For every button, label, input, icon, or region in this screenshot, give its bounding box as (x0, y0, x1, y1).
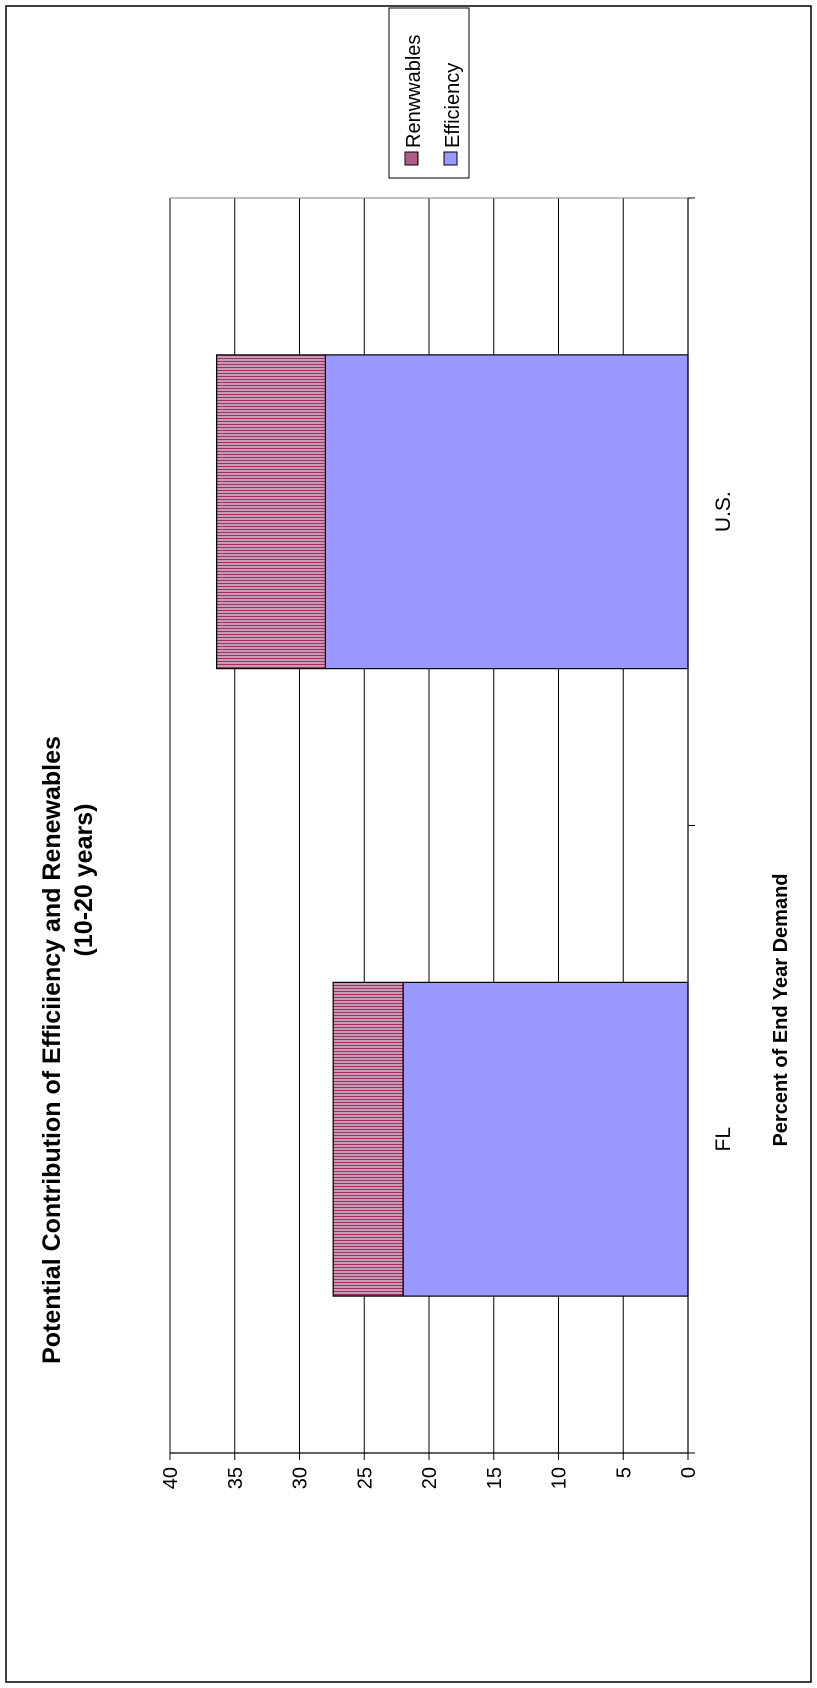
y-axis-label: Percent of End Year Demand (770, 873, 792, 1146)
y-tick-label-group: 20 (419, 1467, 441, 1489)
y-tick-label: 40 (160, 1467, 182, 1489)
y-tick-label: 30 (290, 1467, 312, 1489)
legend-label-efficiency: Efficiency (442, 63, 464, 148)
legend-label-renewables-group: Renwwables (403, 35, 425, 148)
y-tick-label-group: 5 (613, 1467, 635, 1478)
y-tick-label: 15 (484, 1467, 506, 1489)
legend-label-efficiency-group: Efficiency (442, 63, 464, 148)
bar-renewables-us (216, 354, 326, 670)
subtitle-group: (10-20 years) (70, 804, 98, 957)
y-tick-label: 20 (419, 1467, 441, 1489)
y-tick-label-group: 25 (354, 1467, 376, 1489)
y-tick-label: 10 (549, 1467, 571, 1489)
y-axis-label-group: Percent of End Year Demand (770, 873, 792, 1146)
y-tick-label-group: 30 (290, 1467, 312, 1489)
bars (216, 354, 689, 1297)
plot-area: 0 5 10 15 20 25 30 35 40 FL U.S. (160, 197, 735, 1489)
bar-renewables-fl (332, 981, 404, 1297)
chart-frame (5, 5, 812, 1683)
y-tick-label: 25 (354, 1467, 376, 1489)
bar-efficiency-fl (402, 981, 689, 1297)
y-tick-label: 5 (613, 1467, 635, 1478)
legend: Renwwables Efficiency (388, 7, 470, 179)
category-label-group: FL (712, 1127, 735, 1152)
category-label-group: U.S. (712, 491, 735, 532)
legend-swatch-renewables (404, 151, 419, 166)
category-label: FL (712, 1127, 735, 1152)
legend-swatch-efficiency (443, 151, 458, 166)
y-tick-label-group: 15 (484, 1467, 506, 1489)
y-tick-label: 0 (678, 1467, 700, 1478)
y-tick-label-group: 35 (225, 1467, 247, 1489)
title-group: Potential Contribution of Efficiiency an… (38, 736, 66, 1364)
chart-subtitle: (10-20 years) (70, 804, 98, 957)
category-label: U.S. (712, 491, 735, 532)
legend-box (388, 7, 470, 179)
axes: 0 5 10 15 20 25 30 35 40 FL U.S. (160, 197, 735, 1489)
y-tick-label-group: 0 (678, 1467, 700, 1478)
y-tick-label-group: 40 (160, 1467, 182, 1489)
bar-efficiency-us (324, 354, 689, 670)
chart-title: Potential Contribution of Efficiiency an… (38, 736, 66, 1364)
y-tick-label: 35 (225, 1467, 247, 1489)
y-tick-label-group: 10 (549, 1467, 571, 1489)
legend-label-renewables: Renwwables (403, 35, 425, 148)
